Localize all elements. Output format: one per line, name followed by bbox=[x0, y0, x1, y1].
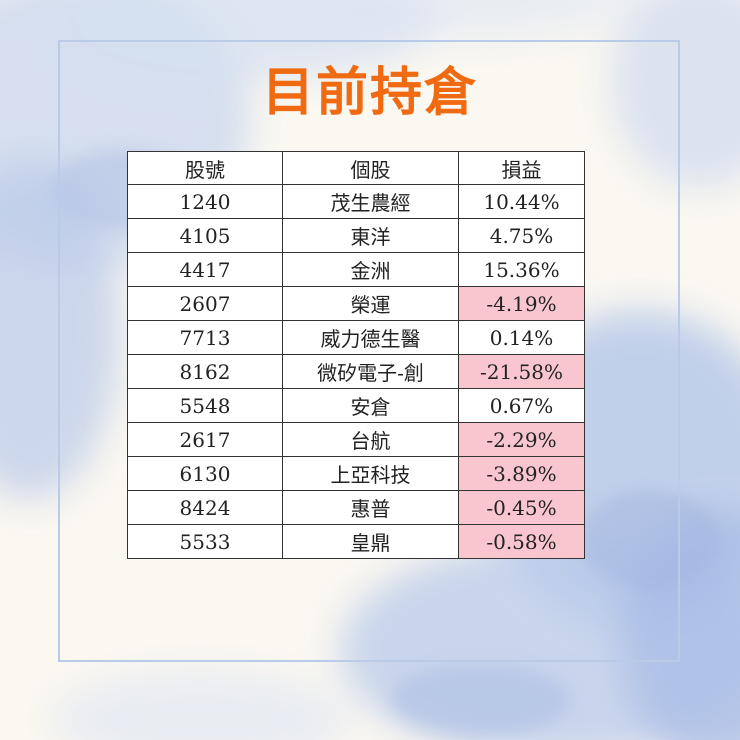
cell-code: 4105 bbox=[127, 218, 283, 253]
cell-name: 茂生農經 bbox=[282, 184, 459, 219]
cell-code: 6130 bbox=[127, 456, 283, 491]
decorative-frame bbox=[58, 40, 680, 662]
cell-name: 威力德生醫 bbox=[282, 320, 459, 355]
cell-name: 東洋 bbox=[282, 218, 459, 253]
cell-name: 榮運 bbox=[282, 286, 459, 321]
header-pnl: 損益 bbox=[458, 151, 585, 185]
table-row: 1240 茂生農經 10.44% bbox=[127, 184, 585, 219]
cell-name: 台航 bbox=[282, 422, 459, 457]
cell-code: 8162 bbox=[127, 354, 283, 389]
table-row: 8424 惠普 -0.45% bbox=[127, 490, 585, 525]
cell-pnl: 0.67% bbox=[458, 388, 585, 423]
holdings-table: 股號 個股 損益 1240 茂生農經 10.44% 4105 東洋 4.75% 4417 金洲… bbox=[127, 151, 585, 559]
cell-name: 金洲 bbox=[282, 252, 459, 287]
cell-code: 5533 bbox=[127, 524, 283, 559]
table-header-row: 股號 個股 損益 bbox=[127, 151, 585, 185]
header-name: 個股 bbox=[282, 151, 459, 185]
table-row: 4105 東洋 4.75% bbox=[127, 218, 585, 253]
table-row: 4417 金洲 15.36% bbox=[127, 252, 585, 287]
cell-pnl: -4.19% bbox=[458, 286, 585, 321]
cell-code: 7713 bbox=[127, 320, 283, 355]
cell-code: 5548 bbox=[127, 388, 283, 423]
cell-name: 上亞科技 bbox=[282, 456, 459, 491]
table-row: 2617 台航 -2.29% bbox=[127, 422, 585, 457]
cell-name: 皇鼎 bbox=[282, 524, 459, 559]
table-row: 2607 榮運 -4.19% bbox=[127, 286, 585, 321]
table-row: 6130 上亞科技 -3.89% bbox=[127, 456, 585, 491]
cell-pnl: 4.75% bbox=[458, 218, 585, 253]
cell-code: 2617 bbox=[127, 422, 283, 457]
table-row: 8162 微矽電子-創 -21.58% bbox=[127, 354, 585, 389]
page-title: 目前持倉 bbox=[261, 63, 478, 123]
cell-pnl: -21.58% bbox=[458, 354, 585, 389]
cell-pnl: 15.36% bbox=[458, 252, 585, 287]
cell-code: 4417 bbox=[127, 252, 283, 287]
cell-pnl: -2.29% bbox=[458, 422, 585, 457]
cell-pnl: 10.44% bbox=[458, 184, 585, 219]
cell-pnl: -0.45% bbox=[458, 490, 585, 525]
cell-name: 安倉 bbox=[282, 388, 459, 423]
cell-pnl: -3.89% bbox=[458, 456, 585, 491]
cell-pnl: -0.58% bbox=[458, 524, 585, 559]
cell-pnl: 0.14% bbox=[458, 320, 585, 355]
cell-name: 惠普 bbox=[282, 490, 459, 525]
cell-name: 微矽電子-創 bbox=[282, 354, 459, 389]
table-row: 7713 威力德生醫 0.14% bbox=[127, 320, 585, 355]
header-code: 股號 bbox=[127, 151, 283, 185]
table-row: 5548 安倉 0.67% bbox=[127, 388, 585, 423]
table-row: 5533 皇鼎 -0.58% bbox=[127, 524, 585, 559]
cell-code: 1240 bbox=[127, 184, 283, 219]
cell-code: 8424 bbox=[127, 490, 283, 525]
cell-code: 2607 bbox=[127, 286, 283, 321]
